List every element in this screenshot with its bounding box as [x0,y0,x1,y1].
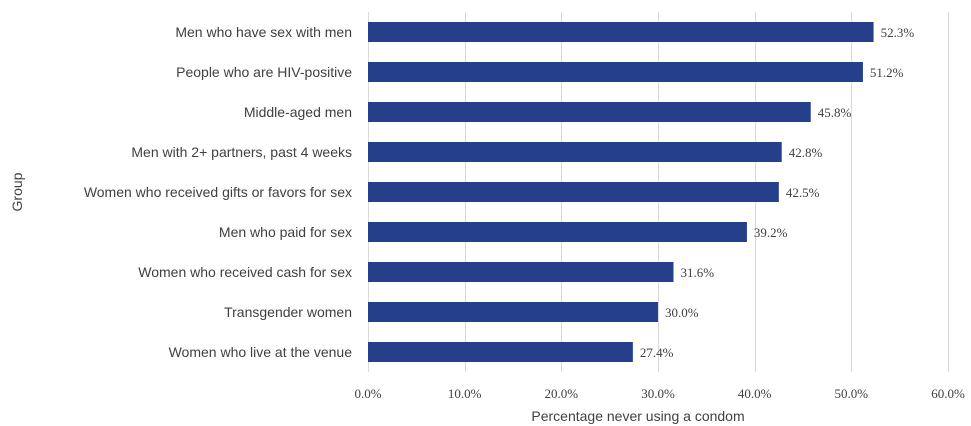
data-label: 45.8% [818,105,852,120]
category-label: People who are HIV-positive [176,64,352,80]
category-label: Men with 2+ partners, past 4 weeks [131,144,352,160]
x-tick-label: 60.0% [931,386,965,401]
bar [368,102,811,122]
bar [368,62,863,82]
x-tick-label: 30.0% [641,386,675,401]
x-tick-label: 50.0% [835,386,869,401]
data-labels: 52.3% 51.2% 45.8% 42.8% 42.5% 39.2% 31.6% 30.0%… [640,25,914,360]
x-axis-title: Percentage never using a condom [531,408,744,424]
bar [368,222,747,242]
bar [368,22,874,42]
x-tick-labels: 0.0% 10.0% 20.0% 30.0% 40.0% 50.0% 60.0% [354,386,965,401]
category-label: Women who live at the venue [169,344,353,360]
data-label: 42.5% [786,185,820,200]
bar [368,342,633,362]
x-tick-label: 10.0% [448,386,482,401]
data-label: 27.4% [640,345,674,360]
bars [368,22,874,362]
x-tick-label: 40.0% [738,386,772,401]
bar [368,142,782,162]
x-tick-label: 20.0% [545,386,579,401]
bar [368,302,658,322]
data-label: 42.8% [789,145,823,160]
data-label: 39.2% [754,225,788,240]
x-tick-label: 0.0% [354,386,381,401]
data-label: 52.3% [881,25,915,40]
data-label: 31.6% [680,265,714,280]
category-label: Women who received gifts or favors for s… [84,184,352,200]
category-label: Women who received cash for sex [138,264,352,280]
y-axis-title: Group [9,172,25,211]
category-label: Men who paid for sex [219,224,352,240]
bar [368,182,779,202]
bar [368,262,674,282]
category-label: Middle-aged men [244,104,352,120]
data-label: 30.0% [665,305,699,320]
category-label: Transgender women [224,304,352,320]
data-label: 51.2% [870,65,904,80]
category-labels: Men who have sex with men People who are … [84,24,352,360]
category-label: Men who have sex with men [175,24,352,40]
